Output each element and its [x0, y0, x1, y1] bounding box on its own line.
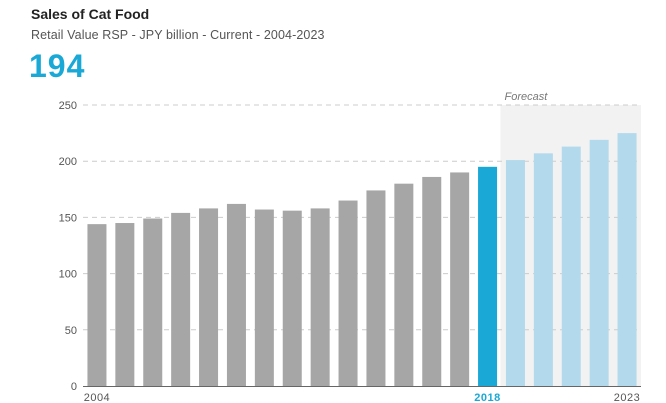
y-tick-label: 250	[59, 100, 77, 112]
chart-title: Sales of Cat Food	[31, 6, 150, 22]
bar-2021	[561, 146, 581, 386]
bar-2007	[171, 212, 191, 386]
bar-2017	[450, 172, 470, 386]
bar-2008	[199, 208, 219, 386]
bar-2015	[394, 183, 414, 386]
bar-2012	[310, 208, 330, 386]
bar-2006	[143, 218, 163, 386]
bar-2023	[617, 133, 637, 386]
bar-2004	[87, 224, 107, 386]
headline-value: 194	[29, 48, 86, 84]
bar-2016	[422, 176, 442, 386]
chart-subtitle: Retail Value RSP - JPY billion - Current…	[31, 28, 325, 42]
bar-2018	[478, 166, 498, 386]
x-tick-label: 2023	[614, 392, 640, 403]
bar-2011	[282, 210, 302, 386]
bar-2010	[254, 209, 274, 386]
bar-2022	[589, 139, 609, 386]
bar-2009	[226, 203, 246, 386]
forecast-label: Forecast	[505, 91, 549, 103]
y-tick-label: 100	[59, 269, 77, 281]
y-tick-label: 50	[65, 325, 77, 337]
bar-2005	[115, 223, 135, 386]
x-tick-label: 2004	[84, 392, 110, 403]
bar-2020	[533, 153, 553, 386]
bar-2019	[505, 160, 525, 386]
y-tick-label: 0	[71, 381, 77, 393]
bar-2013	[338, 200, 358, 386]
y-tick-label: 200	[59, 156, 77, 168]
y-tick-label: 150	[59, 212, 77, 224]
bar-2014	[366, 190, 386, 386]
x-tick-label: 2018	[474, 392, 500, 403]
